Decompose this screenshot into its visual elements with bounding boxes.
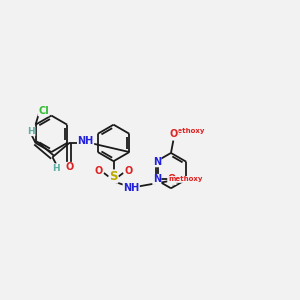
Text: N: N [153, 157, 161, 167]
Text: H: H [27, 127, 35, 136]
Text: NH: NH [123, 183, 139, 193]
Text: O: O [170, 129, 178, 139]
Text: H: H [52, 164, 60, 173]
Text: S: S [109, 170, 118, 183]
Text: O: O [124, 167, 132, 176]
Text: O: O [170, 129, 178, 139]
Text: NH: NH [77, 136, 94, 146]
Text: methoxy: methoxy [169, 176, 203, 182]
Text: O: O [95, 167, 103, 176]
Text: Cl: Cl [38, 106, 49, 116]
Text: methoxy: methoxy [171, 128, 205, 134]
Text: N: N [153, 174, 161, 184]
Text: O: O [65, 162, 74, 172]
Text: O: O [168, 174, 176, 184]
